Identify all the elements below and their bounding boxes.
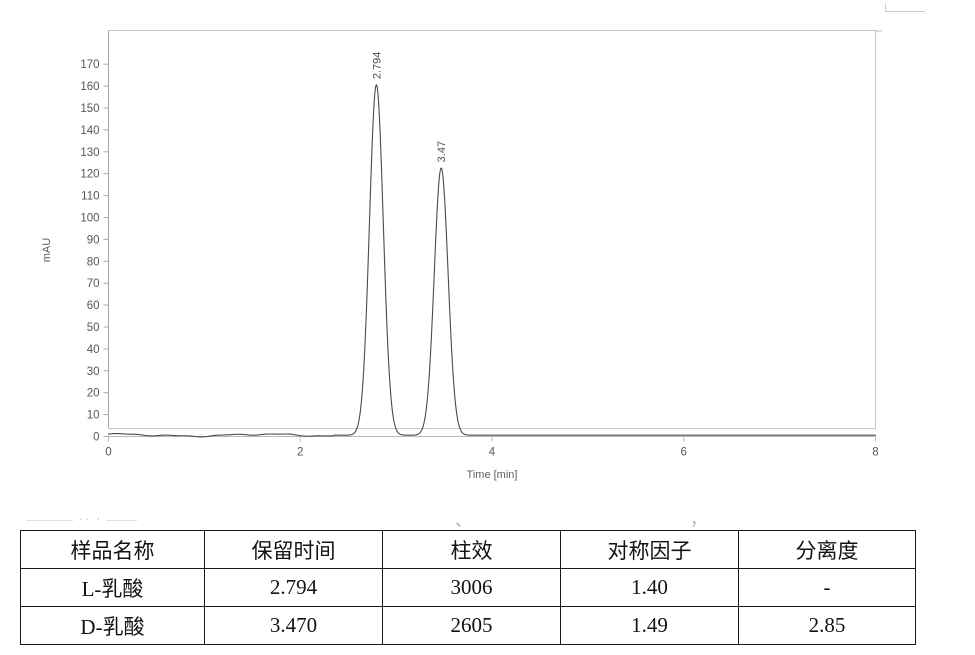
caption-remnant-mid: 、 [455,511,473,530]
header-symmetry-factor: 对称因子 [560,530,739,569]
y-axis-title: mAU [41,238,53,263]
peak-label-2794: 2.794 [371,52,383,80]
cell-retention-time: 3.470 [204,606,383,645]
peak-label-347: 3.47 [436,141,448,162]
y-tick-label-70: 70 [87,278,100,290]
cell-column-efficiency: 3006 [382,568,561,607]
cell-resolution: - [738,568,916,607]
cell-column-efficiency: 2605 [382,606,561,645]
caption-remnant-left: ——— ·· · —— [26,512,139,528]
scan-artifact-top-right [885,3,925,12]
results-table-container: 样品名称 保留时间 柱效 对称因子 分离度 L-乳酸 2.794 3006 1.… [20,530,916,645]
cell-sample-name: D-乳酸 [20,606,205,645]
y-tick-label-50: 50 [87,322,100,334]
chromatogram-chart: 0 10 20 30 40 50 60 70 80 90 100 110 120 130 140 150 160… [0,18,975,488]
header-sample-name: 样品名称 [20,530,205,569]
y-tick-label-20: 20 [87,388,100,400]
x-axis-title: Time [min] [467,469,518,481]
cell-symmetry-factor: 1.40 [560,568,739,607]
x-tick-label-0: 0 [105,447,111,459]
cell-retention-time: 2.794 [204,568,383,607]
cell-resolution: 2.85 [738,606,916,645]
table-row: D-乳酸 3.470 2605 1.49 2.85 [20,606,916,645]
y-tick-label-160: 160 [80,81,99,93]
x-tick-label-4: 4 [489,447,496,459]
peak-annotation-group: 2.794 3.47 [371,52,448,163]
y-tick-label-30: 30 [87,366,100,378]
y-tick-label-170: 170 [80,59,99,71]
header-column-efficiency: 柱效 [382,530,561,569]
header-resolution: 分离度 [738,530,916,569]
x-tick-label-8: 8 [872,447,878,459]
plot-area-border [108,30,876,429]
y-tick-label-80: 80 [87,256,100,268]
chromatogram-trace [107,84,877,438]
y-tick-label-130: 130 [80,147,99,159]
y-tick-label-40: 40 [87,344,100,356]
y-tick-label-0: 0 [93,432,99,444]
header-retention-time: 保留时间 [204,530,383,569]
y-tick-label-60: 60 [87,300,100,312]
table-row: L-乳酸 2.794 3006 1.40 - [20,568,916,607]
x-axis-ticks: 0 2 4 6 8 [105,436,879,459]
y-tick-label-10: 10 [87,410,100,422]
y-tick-label-100: 100 [80,213,99,225]
results-table: 样品名称 保留时间 柱效 对称因子 分离度 L-乳酸 2.794 3006 1.… [20,530,916,645]
y-tick-label-90: 90 [87,234,100,246]
y-axis-ticks: 0 10 20 30 40 50 60 70 80 90 100 110 120 130 140 150 160… [80,59,109,444]
cell-symmetry-factor: 1.49 [560,606,739,645]
y-tick-label-110: 110 [81,191,99,203]
chromatogram-svg: 0102030405060708090100110120130140150160… [41,30,879,481]
x-tick-label-6: 6 [681,447,687,459]
caption-remnant-right: ， [690,510,708,529]
table-header-row: 样品名称 保留时间 柱效 对称因子 分离度 [20,530,916,569]
cell-sample-name: L-乳酸 [20,568,205,607]
y-tick-label-140: 140 [80,125,99,137]
y-tick-label-150: 150 [80,103,99,115]
y-tick-label-120: 120 [80,169,99,181]
x-tick-label-2: 2 [297,447,303,459]
